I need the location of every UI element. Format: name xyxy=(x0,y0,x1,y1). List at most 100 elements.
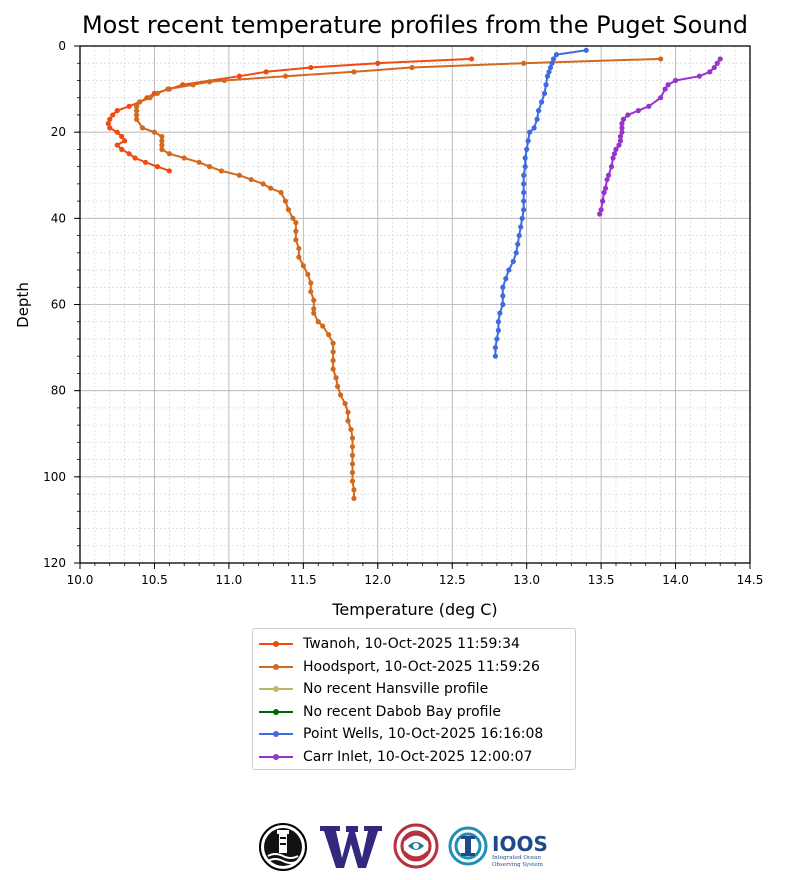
data-point xyxy=(500,301,506,308)
data-point xyxy=(541,90,548,96)
nanoos-lighthouse-logo xyxy=(259,823,307,871)
grid xyxy=(79,45,751,564)
data-point xyxy=(531,125,537,131)
data-point xyxy=(349,461,356,467)
data-point xyxy=(330,349,336,355)
ioos-subtext-2: Observing System xyxy=(492,862,544,868)
data-point xyxy=(311,297,317,303)
data-point xyxy=(133,112,140,118)
data-point xyxy=(159,142,165,148)
legend-label: No recent Hansville profile xyxy=(303,681,489,697)
data-point xyxy=(658,56,664,62)
data-point xyxy=(522,155,528,161)
data-point xyxy=(351,487,357,493)
series-4 xyxy=(492,47,589,359)
data-point xyxy=(598,207,604,213)
data-point xyxy=(601,189,607,196)
data-point xyxy=(714,60,720,66)
data-point xyxy=(267,185,274,191)
data-point xyxy=(305,271,311,277)
x-axis-label: Temperature (deg C) xyxy=(331,600,497,619)
data-point xyxy=(707,69,713,75)
data-point xyxy=(159,138,165,144)
data-point xyxy=(154,90,161,96)
legend-entry: No recent Hansville profile xyxy=(259,679,488,699)
data-point xyxy=(159,146,165,152)
data-point xyxy=(105,120,111,127)
legend-swatch xyxy=(259,728,293,740)
data-point xyxy=(658,95,664,101)
data-point xyxy=(608,164,615,170)
data-point xyxy=(221,77,228,84)
data-point xyxy=(345,418,351,424)
data-point xyxy=(495,327,501,333)
legend-label: Twanoh, 10-Oct-2025 11:59:34 xyxy=(303,636,520,652)
data-point xyxy=(506,267,512,273)
y-tick-label: 80 xyxy=(51,384,66,398)
series-0 xyxy=(105,56,475,174)
data-point xyxy=(711,64,717,71)
x-tick-label: 11.0 xyxy=(216,573,243,587)
data-point xyxy=(300,263,306,269)
data-point xyxy=(494,336,500,342)
data-point xyxy=(696,73,702,79)
legend-swatch xyxy=(259,706,293,718)
data-point xyxy=(142,159,149,165)
data-point xyxy=(351,495,357,501)
data-point xyxy=(333,375,339,381)
data-point xyxy=(293,237,299,243)
data-point xyxy=(617,138,624,144)
x-tick-label: 10.0 xyxy=(67,573,94,587)
legend-entry: Point Wells, 10-Oct-2025 16:16:08 xyxy=(259,724,543,744)
data-point xyxy=(602,185,609,191)
data-point xyxy=(293,228,299,234)
data-point xyxy=(308,288,314,295)
data-point xyxy=(107,125,113,131)
data-point xyxy=(126,103,132,109)
legend-label: No recent Dabob Bay profile xyxy=(303,703,501,720)
data-point xyxy=(468,56,475,62)
data-point xyxy=(308,64,314,71)
data-point xyxy=(147,95,153,101)
data-point xyxy=(248,176,254,183)
legend-label: Carr Inlet, 10-Oct-2025 12:00:07 xyxy=(303,748,533,765)
data-point xyxy=(611,151,618,157)
data-point xyxy=(349,469,356,476)
data-point xyxy=(597,211,603,217)
data-point xyxy=(409,64,415,71)
legend-swatch xyxy=(259,751,293,763)
data-point xyxy=(296,254,302,260)
data-point xyxy=(619,129,625,135)
data-point xyxy=(330,366,336,372)
data-point xyxy=(672,77,679,84)
y-axis-label: Depth xyxy=(14,282,32,328)
data-point xyxy=(620,116,627,122)
data-point xyxy=(126,151,132,157)
x-tick-label: 13.0 xyxy=(513,573,540,587)
data-point xyxy=(263,69,269,75)
data-point xyxy=(646,103,652,109)
data-point xyxy=(550,56,557,62)
series-1 xyxy=(133,56,664,501)
data-point xyxy=(604,176,610,183)
data-point xyxy=(196,159,202,165)
data-point xyxy=(282,73,289,79)
data-point xyxy=(311,306,317,312)
data-point xyxy=(662,86,668,92)
data-point xyxy=(617,133,624,140)
x-tick-label: 13.5 xyxy=(588,573,615,587)
ticks: 10.0 10.5 11.0 11.5 12.0 12.5 13.0 13.5 14.0 14.5… xyxy=(43,39,763,587)
data-point xyxy=(543,82,549,88)
chart-title: Most recent temperature profiles from th… xyxy=(82,11,748,39)
data-point xyxy=(534,116,540,122)
legend-swatch xyxy=(259,638,293,650)
uw-w-logo xyxy=(320,826,382,868)
data-point xyxy=(119,133,125,140)
data-point xyxy=(500,293,506,299)
data-point xyxy=(625,112,631,118)
y-tick-label: 40 xyxy=(51,211,66,225)
series-5 xyxy=(597,56,723,217)
data-point xyxy=(285,207,292,213)
data-point xyxy=(165,86,171,92)
data-point xyxy=(330,357,336,364)
